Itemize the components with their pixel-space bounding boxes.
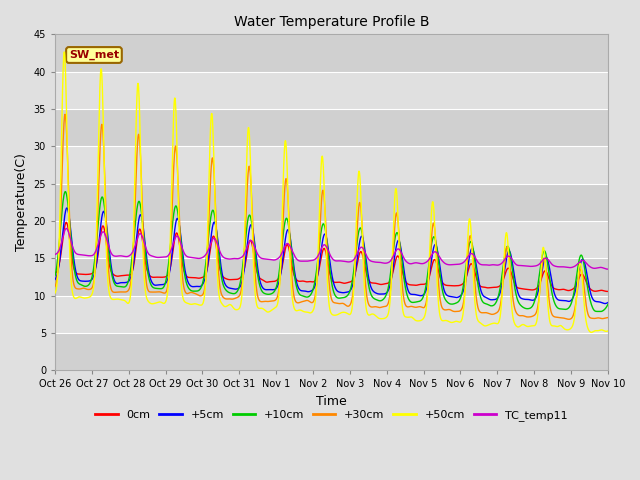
+5cm <box>320 232 328 238</box>
TC_temp11 <box>604 266 611 272</box>
+50cm <box>51 290 59 296</box>
+10cm <box>80 283 88 289</box>
TC_temp11 <box>487 262 495 268</box>
+50cm <box>306 310 314 316</box>
Legend: 0cm, +5cm, +10cm, +30cm, +50cm, TC_temp11: 0cm, +5cm, +10cm, +30cm, +50cm, TC_temp1… <box>91 406 572 425</box>
+50cm <box>320 183 328 189</box>
+10cm <box>306 293 314 299</box>
Bar <box>55 333 608 371</box>
+10cm <box>588 303 596 309</box>
+50cm <box>487 321 495 327</box>
0cm <box>604 288 611 294</box>
+50cm <box>604 328 612 334</box>
TC_temp11 <box>51 252 59 257</box>
+5cm <box>63 205 71 211</box>
0cm <box>306 279 314 285</box>
0cm <box>320 246 328 252</box>
0cm <box>588 287 596 293</box>
+50cm <box>589 329 596 335</box>
0cm <box>588 288 596 293</box>
Line: +5cm: +5cm <box>55 208 608 303</box>
0cm <box>80 272 88 277</box>
+10cm <box>596 309 604 314</box>
+50cm <box>60 49 68 55</box>
Line: 0cm: 0cm <box>55 222 608 291</box>
Text: SW_met: SW_met <box>69 50 119 60</box>
+30cm <box>80 285 88 291</box>
Bar <box>55 296 608 333</box>
X-axis label: Time: Time <box>316 395 347 408</box>
TC_temp11 <box>80 252 88 258</box>
+5cm <box>588 295 596 300</box>
+30cm <box>51 283 59 289</box>
Line: +10cm: +10cm <box>55 192 608 312</box>
TC_temp11 <box>306 258 314 264</box>
+5cm <box>51 276 59 282</box>
+5cm <box>306 288 314 294</box>
+10cm <box>604 301 612 307</box>
+30cm <box>588 315 596 321</box>
Line: +50cm: +50cm <box>55 52 608 332</box>
+30cm <box>306 299 314 304</box>
Bar <box>55 109 608 146</box>
+50cm <box>80 295 88 301</box>
Title: Water Temperature Profile B: Water Temperature Profile B <box>234 15 429 29</box>
TC_temp11 <box>604 266 612 272</box>
TC_temp11 <box>63 226 70 231</box>
+30cm <box>565 316 573 322</box>
0cm <box>487 285 495 290</box>
+30cm <box>487 312 495 317</box>
+10cm <box>61 189 69 194</box>
TC_temp11 <box>588 265 596 271</box>
+10cm <box>588 303 596 309</box>
Line: +30cm: +30cm <box>55 114 608 319</box>
Bar <box>55 146 608 184</box>
+30cm <box>320 194 328 200</box>
Bar <box>55 72 608 109</box>
0cm <box>51 270 59 276</box>
Y-axis label: Temperature(C): Temperature(C) <box>15 154 28 252</box>
+10cm <box>320 222 328 228</box>
+50cm <box>588 329 596 335</box>
+5cm <box>601 300 609 306</box>
+30cm <box>61 111 69 117</box>
+10cm <box>51 273 59 278</box>
0cm <box>62 219 70 225</box>
Bar <box>55 184 608 221</box>
Bar <box>55 221 608 258</box>
+5cm <box>588 294 596 300</box>
TC_temp11 <box>320 242 328 248</box>
0cm <box>604 288 612 294</box>
+5cm <box>487 297 495 302</box>
Bar <box>55 258 608 296</box>
+30cm <box>589 315 596 321</box>
+5cm <box>80 278 88 284</box>
+50cm <box>588 329 595 335</box>
Line: TC_temp11: TC_temp11 <box>55 228 608 269</box>
+10cm <box>487 303 495 309</box>
+30cm <box>604 315 612 321</box>
TC_temp11 <box>588 265 596 271</box>
Bar <box>55 35 608 72</box>
+5cm <box>604 300 612 305</box>
